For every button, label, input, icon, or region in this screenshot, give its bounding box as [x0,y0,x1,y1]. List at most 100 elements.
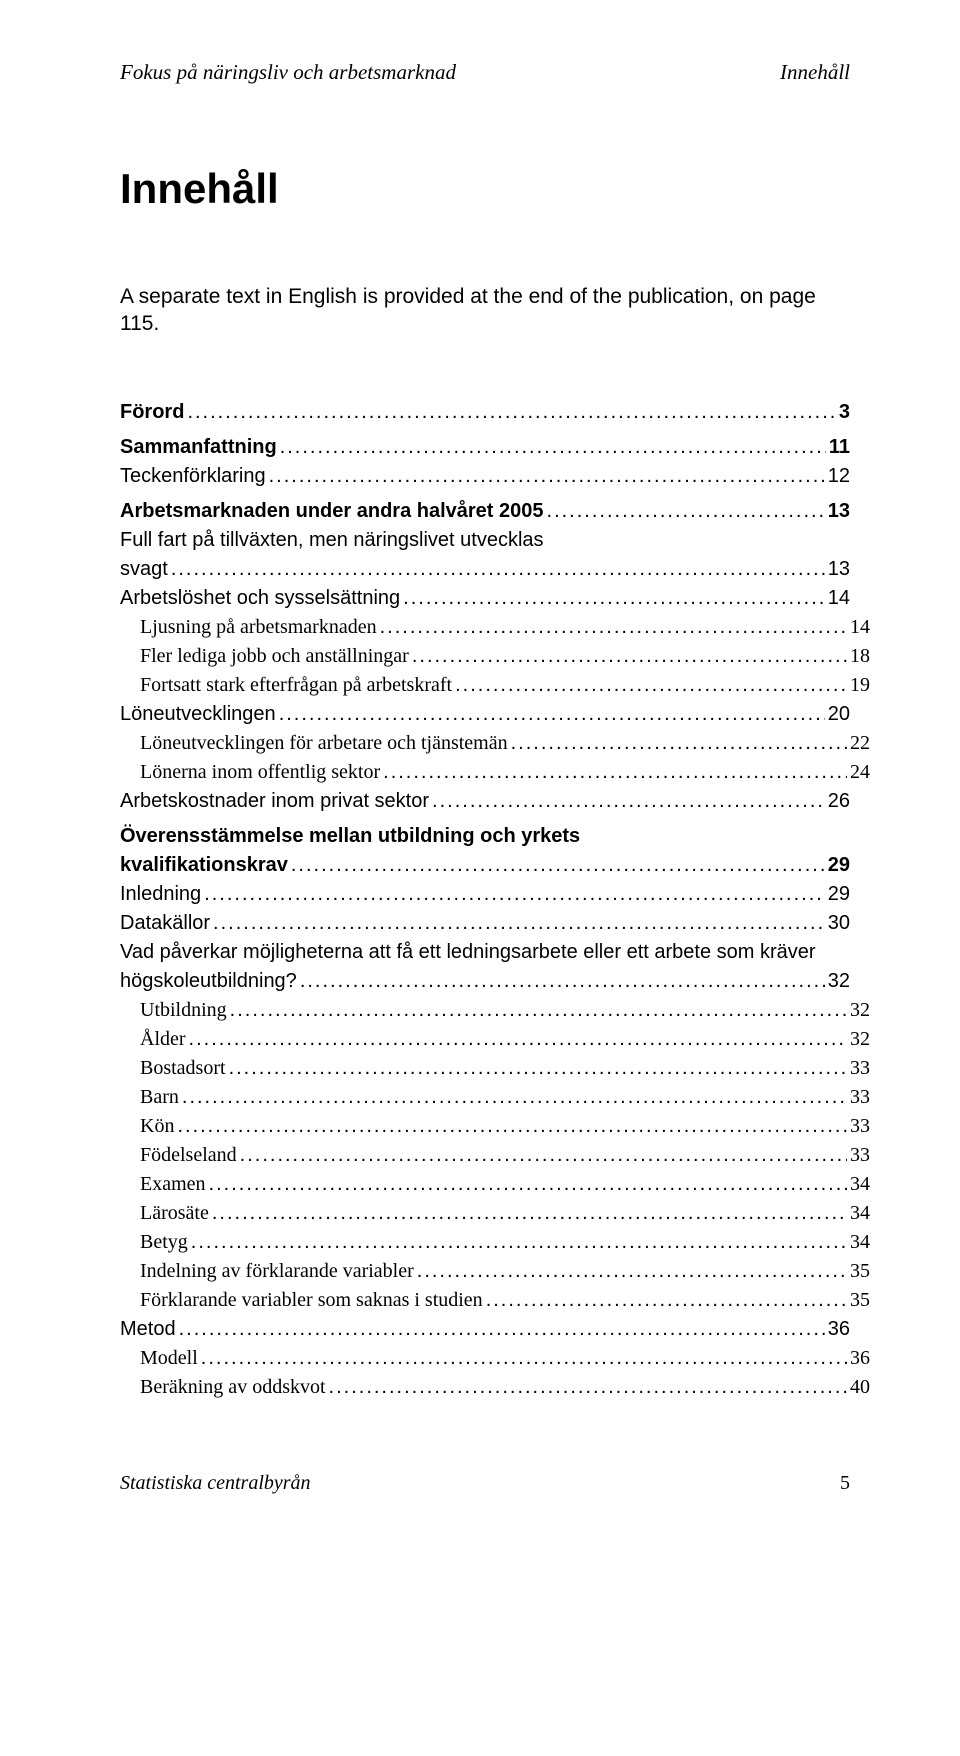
toc-page: 13 [828,497,850,526]
running-head-left: Fokus på näringsliv och arbetsmarknad [120,60,456,85]
toc-leaders: ........................................… [291,851,825,880]
toc-page: 20 [828,700,850,729]
toc-leaders: ........................................… [230,996,847,1025]
toc-entry: Förord..................................… [120,398,850,427]
toc-leaders: ........................................… [191,1228,847,1257]
toc-leaders: ........................................… [547,497,825,526]
toc-entry: Ljusning på arbetsmarknaden.............… [120,613,870,642]
toc-label: Löneutvecklingen [120,700,276,729]
toc-leaders: ........................................… [213,909,825,938]
toc-leaders: ........................................… [280,433,826,462]
toc-leaders: ........................................… [179,1315,825,1344]
toc-page: 36 [850,1344,870,1373]
running-head-right: Innehåll [780,60,850,85]
toc-leaders: ........................................… [279,700,825,729]
toc-label: Arbetsmarknaden under andra halvåret 200… [120,497,544,526]
toc-entry: Ålder...................................… [120,1025,870,1054]
toc-leaders: ........................................… [383,758,847,787]
toc-page: 12 [828,462,850,491]
table-of-contents: Förord..................................… [120,398,850,1402]
toc-page: 34 [850,1170,870,1199]
toc-label: Lönerna inom offentlig sektor [140,758,380,787]
toc-page: 33 [850,1054,870,1083]
toc-label: Fortsatt stark efterfrågan på arbetskraf… [140,671,452,700]
toc-leaders: ........................................… [432,787,825,816]
toc-label: Barn [140,1083,179,1112]
toc-label: Ålder [140,1025,186,1054]
page-title: Innehåll [120,165,850,213]
toc-label: Betyg [140,1228,188,1257]
toc-page: 11 [829,433,850,462]
toc-page: 19 [850,671,870,700]
toc-label-tail: högskoleutbildning? [120,967,297,996]
toc-page: 35 [850,1257,870,1286]
toc-leaders: ........................................… [171,555,825,584]
toc-entry: Överensstämmelse mellan utbildning och y… [120,822,850,880]
toc-label-tail: kvalifikationskrav [120,851,288,880]
toc-entry: Fler lediga jobb och anställningar......… [120,642,870,671]
toc-leaders: ........................................… [269,462,825,491]
toc-entry: Arbetskostnader inom privat sektor......… [120,787,850,816]
toc-entry: Betyg...................................… [120,1228,870,1257]
toc-leaders: ........................................… [486,1286,847,1315]
footer-publisher: Statistiska centralbyrån [120,1472,311,1495]
toc-label: Förord [120,398,184,427]
toc-leaders: ........................................… [240,1141,847,1170]
toc-page: 26 [828,787,850,816]
toc-entry: Arbetsmarknaden under andra halvåret 200… [120,497,850,526]
toc-page: 32 [828,967,850,996]
toc-page: 14 [828,584,850,613]
toc-entry: Löneutvecklingen för arbetare och tjänst… [120,729,870,758]
toc-entry: Löneutvecklingen........................… [120,700,850,729]
toc-leaders: ........................................… [177,1112,847,1141]
toc-label: Lärosäte [140,1199,209,1228]
toc-page: 34 [850,1228,870,1257]
toc-leaders: ........................................… [455,671,847,700]
toc-label: Metod [120,1315,176,1344]
toc-leaders: ........................................… [229,1054,847,1083]
toc-label: Bostadsort [140,1054,226,1083]
toc-entry: Vad påverkar möjligheterna att få ett le… [120,938,850,996]
toc-entry: Utbildning..............................… [120,996,870,1025]
toc-leaders: ........................................… [182,1083,847,1112]
toc-entry: Metod...................................… [120,1315,850,1344]
toc-page: 40 [850,1373,870,1402]
page: Fokus på näringsliv och arbetsmarknad In… [0,0,960,1545]
toc-label: Indelning av förklarande variabler [140,1257,414,1286]
toc-entry: Förklarande variabler som saknas i studi… [120,1286,870,1315]
toc-page: 33 [850,1083,870,1112]
toc-page: 35 [850,1286,870,1315]
toc-entry: Födelseland.............................… [120,1141,870,1170]
toc-page: 22 [850,729,870,758]
toc-entry: Lärosäte................................… [120,1199,870,1228]
toc-entry: Bostadsort..............................… [120,1054,870,1083]
toc-entry: Beräkning av oddskvot...................… [120,1373,870,1402]
toc-label: Födelseland [140,1141,237,1170]
toc-page: 29 [828,851,850,880]
toc-label: Beräkning av oddskvot [140,1373,326,1402]
toc-page: 13 [828,555,850,584]
toc-page: 36 [828,1315,850,1344]
toc-page: 32 [850,996,870,1025]
toc-entry: Kön.....................................… [120,1112,870,1141]
toc-page: 18 [850,642,870,671]
toc-leaders: ........................................… [189,1025,847,1054]
toc-page: 33 [850,1141,870,1170]
toc-page: 24 [850,758,870,787]
toc-entry: Datakällor..............................… [120,909,850,938]
toc-page: 29 [828,880,850,909]
toc-label: Utbildning [140,996,227,1025]
toc-page: 33 [850,1112,870,1141]
toc-label-tail: svagt [120,555,168,584]
toc-page: 30 [828,909,850,938]
toc-page: 34 [850,1199,870,1228]
toc-leaders: ........................................… [201,1344,847,1373]
toc-label: Överensstämmelse mellan utbildning och y… [120,822,850,851]
toc-leaders: ........................................… [209,1170,847,1199]
toc-label: Datakällor [120,909,210,938]
toc-entry: Barn....................................… [120,1083,870,1112]
toc-label: Löneutvecklingen för arbetare och tjänst… [140,729,508,758]
toc-entry: Fortsatt stark efterfrågan på arbetskraf… [120,671,870,700]
toc-leaders: ........................................… [417,1257,847,1286]
toc-entry: Sammanfattning..........................… [120,433,850,462]
